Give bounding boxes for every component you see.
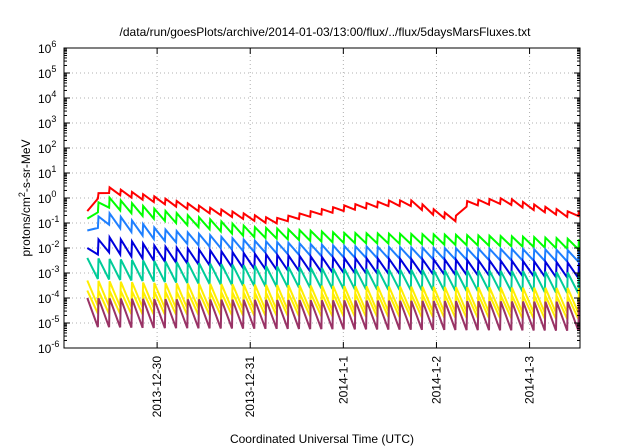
x-tick-label: 2013-12-30 xyxy=(150,356,164,418)
y-tick-label: 103 xyxy=(38,114,56,131)
y-tick-label: 10-1 xyxy=(38,214,59,231)
y-tick-label: 10-5 xyxy=(38,314,59,331)
y-axis: 10-6 10-5 10-4 10-3 10-2 10-1 100 101 102 103 104 1… xyxy=(38,39,580,356)
y-tick-label: 105 xyxy=(38,64,56,81)
x-tick-label: 2014-1-2 xyxy=(429,356,443,404)
x-tick-label: 2013-12-31 xyxy=(243,356,257,418)
series-line-2 xyxy=(86,195,581,252)
x-tick-label: 2014-1-3 xyxy=(523,356,537,404)
series-line-1 xyxy=(86,185,581,226)
series-line-6 xyxy=(86,280,581,314)
y-tick-label: 104 xyxy=(38,89,56,106)
series-line-8 xyxy=(86,297,581,332)
series-line-5 xyxy=(86,257,581,295)
series-line-7 xyxy=(86,290,581,320)
x-axis: 2013-12-30 2013-12-31 2014-1-1 2014-1-2 2014… xyxy=(150,48,537,418)
y-tick-label: 106 xyxy=(38,39,56,56)
y-axis-label: protons/cm2-s-sr-MeV xyxy=(17,139,33,256)
y-tick-label: 10-4 xyxy=(38,289,59,306)
y-tick-label: 10-6 xyxy=(38,339,59,356)
x-tick-label: 2014-1-1 xyxy=(336,356,350,404)
series-line-4 xyxy=(86,233,581,282)
y-tick-label: 102 xyxy=(38,139,56,156)
y-tick-label: 10-3 xyxy=(38,264,59,281)
y-tick-label: 100 xyxy=(38,189,56,206)
y-tick-label: 10-2 xyxy=(38,239,59,256)
x-axis-label: Coordinated Universal Time (UTC) xyxy=(230,432,414,446)
chart-title: /data/run/goesPlots/archive/2014-01-03/1… xyxy=(120,25,532,39)
y-tick-label: 101 xyxy=(38,164,56,181)
series-group xyxy=(86,185,581,332)
series-line-3 xyxy=(87,210,581,265)
